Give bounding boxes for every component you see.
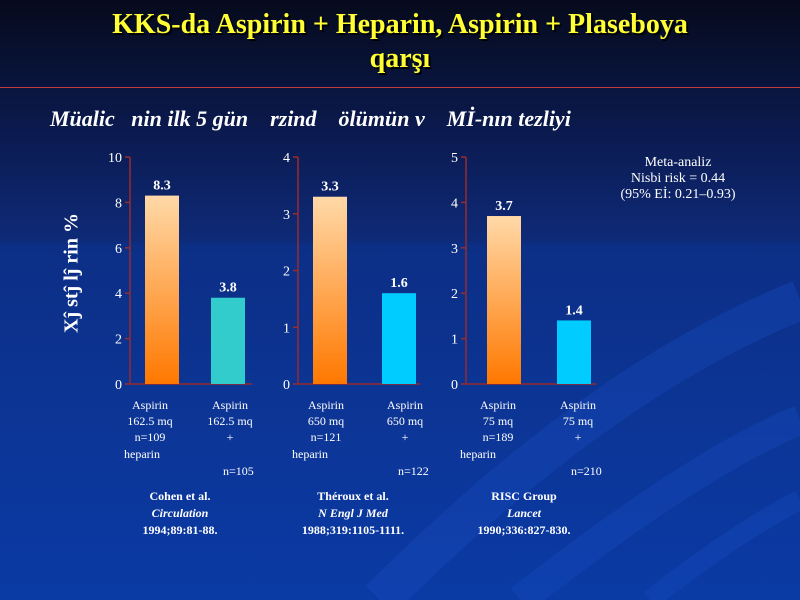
category-label-heparin: heparin [124,447,160,461]
source-authors: RISC Group [491,489,557,503]
y-tick-label: 6 [115,242,122,257]
source-reference: 1994;89:81-88. [142,523,218,537]
source-journal: Circulation [151,506,209,520]
meta-line2: Nisbi risk = 0.44 [630,171,726,186]
category-label-n: n=122 [398,464,429,478]
source-journal: N Engl J Med [318,506,388,520]
y-tick-label: 2 [115,333,122,348]
category-label-aspirin: Aspirin 162.5 mq n=109 [127,398,173,444]
y-tick-label: 4 [115,287,122,302]
category-label-aspirin-heparin: Aspirin 650 mq + [386,398,424,444]
y-tick-label: 10 [108,151,122,166]
bar-aspirin-heparin [557,320,591,384]
category-label-aspirin: Aspirin 650 mq n=121 [307,398,345,444]
bar-value-label: 8.3 [153,179,171,194]
slide-title: KKS-da Aspirin + Heparin, Aspirin + Plas… [0,8,800,76]
bar-value-label: 3.7 [495,199,513,214]
source-reference: 1988;319:1105-1111. [301,523,405,537]
bar-value-label: 3.3 [321,180,339,195]
bar-aspirin [487,216,521,384]
source-reference: 1990;336:827-830. [477,523,571,537]
category-label-heparin: heparin [292,447,328,461]
category-label-n: n=210 [571,464,602,478]
bar-aspirin [313,196,347,384]
bar-aspirin-heparin [211,297,245,384]
slide-title-line2: qarşı [369,43,431,74]
bar-value-label: 3.8 [219,281,237,296]
y-tick-label: 0 [115,378,122,393]
y-tick-label: 0 [283,378,290,393]
bar-value-label: 1.4 [565,303,583,318]
y-tick-label: 5 [451,151,458,166]
study-source: Cohen et al. Circulation 1994;89:81-88. [100,488,260,539]
study-source: Théroux et al. N Engl J Med 1988;319:1105-… [273,488,433,539]
category-label-heparin: heparin [460,447,496,461]
y-tick-label: 2 [451,287,458,302]
meta-analysis-note: Meta-analiz Nisbi risk = 0.44 (95% Eİ: 0… [598,155,758,203]
y-tick-label: 1 [283,321,290,336]
slide-subtitle: Müalic nin ilk 5 gün rzind ölümün v Mİ-n… [50,106,571,131]
slide-title-line1: KKS-da Aspirin + Heparin, Aspirin + Plas… [112,9,688,40]
meta-line1: Meta-analiz [644,155,712,170]
y-tick-label: 4 [283,151,290,166]
bar-aspirin [145,195,179,384]
meta-line3: (95% Eİ: 0.21–0.93) [620,187,736,202]
y-tick-label: 8 [115,196,122,211]
y-tick-label: 4 [451,196,458,211]
source-authors: Théroux et al. [317,489,389,503]
bar-aspirin-heparin [382,293,416,384]
y-tick-label: 3 [451,242,458,257]
y-tick-label: 1 [451,333,458,348]
bar-value-label: 1.6 [390,276,408,291]
title-divider [0,87,800,88]
source-journal: Lancet [507,506,541,520]
category-label-aspirin-heparin: Aspirin 162.5 mq + [207,398,253,444]
category-label-aspirin-heparin: Aspirin 75 mq + [560,398,596,444]
y-tick-label: 3 [283,208,290,223]
study-source: RISC Group Lancet 1990;336:827-830. [444,488,604,539]
category-label-n: n=105 [223,464,254,478]
y-tick-label: 2 [283,265,290,280]
category-label-aspirin: Aspirin 75 mq n=189 [480,398,516,444]
source-authors: Cohen et al. [149,489,211,503]
y-tick-label: 0 [451,378,458,393]
